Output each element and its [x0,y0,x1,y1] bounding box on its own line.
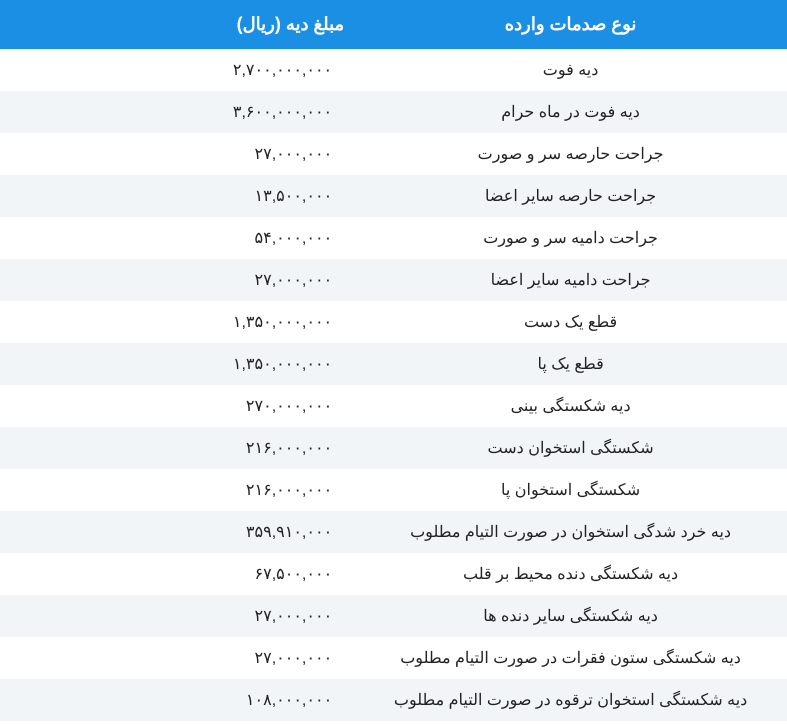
table-row: دیه شکستگی استخوان ترقوه در صورت التیام … [0,679,787,721]
table-row: شکستگی استخوان پا۲۱۶,۰۰۰,۰۰۰ [0,469,787,511]
table-row: قطع یک دست۱,۳۵۰,۰۰۰,۰۰۰ [0,301,787,343]
cell-injury-type: قطع یک دست [354,301,787,343]
cell-amount: ۳,۶۰۰,۰۰۰,۰۰۰ [0,91,354,133]
cell-injury-type: دیه شکستگی بینی [354,385,787,427]
table-row: دیه شکستگی ستون فقرات در صورت التیام مطل… [0,637,787,679]
cell-injury-type: قطع یک پا [354,343,787,385]
cell-injury-type: دیه شکستگی استخوان ترقوه در صورت التیام … [354,679,787,721]
cell-injury-type: دیه فوت در ماه حرام [354,91,787,133]
cell-amount: ۲۷,۰۰۰,۰۰۰ [0,595,354,637]
table-row: دیه شکستگی بینی۲۷۰,۰۰۰,۰۰۰ [0,385,787,427]
table-row: جراحت حارصه سایر اعضا۱۳,۵۰۰,۰۰۰ [0,175,787,217]
table-row: دیه خرد شدگی استخوان در صورت التیام مطلو… [0,511,787,553]
table-header-row: نوع صدمات وارده مبلغ دیه (ریال) [0,0,787,49]
cell-amount: ۶۷,۵۰۰,۰۰۰ [0,553,354,595]
cell-amount: ۲۷,۰۰۰,۰۰۰ [0,133,354,175]
cell-injury-type: دیه شکستگی ستون فقرات در صورت التیام مطل… [354,637,787,679]
cell-injury-type: جراحت حارصه سایر اعضا [354,175,787,217]
cell-injury-type: شکستگی استخوان پا [354,469,787,511]
cell-injury-type: دیه شکستگی دنده محیط بر قلب [354,553,787,595]
cell-amount: ۲۱۶,۰۰۰,۰۰۰ [0,427,354,469]
cell-amount: ۲۷,۰۰۰,۰۰۰ [0,259,354,301]
table-row: دیه شکستگی دنده محیط بر قلب۶۷,۵۰۰,۰۰۰ [0,553,787,595]
cell-amount: ۱۰۸,۰۰۰,۰۰۰ [0,679,354,721]
cell-amount: ۲۷۰,۰۰۰,۰۰۰ [0,385,354,427]
cell-injury-type: شکستگی استخوان دست [354,427,787,469]
cell-amount: ۳۵۹,۹۱۰,۰۰۰ [0,511,354,553]
table-row: جراحت دامیه سایر اعضا۲۷,۰۰۰,۰۰۰ [0,259,787,301]
cell-amount: ۱۳,۵۰۰,۰۰۰ [0,175,354,217]
cell-injury-type: جراحت دامیه سر و صورت [354,217,787,259]
cell-injury-type: دیه فوت [354,49,787,91]
cell-amount: ۱,۳۵۰,۰۰۰,۰۰۰ [0,343,354,385]
cell-injury-type: دیه شکستگی سایر دنده ها [354,595,787,637]
header-injury-type: نوع صدمات وارده [354,0,787,49]
table-row: دیه فوت در ماه حرام۳,۶۰۰,۰۰۰,۰۰۰ [0,91,787,133]
cell-amount: ۲,۷۰۰,۰۰۰,۰۰۰ [0,49,354,91]
cell-injury-type: دیه خرد شدگی استخوان در صورت التیام مطلو… [354,511,787,553]
table-row: دیه فوت۲,۷۰۰,۰۰۰,۰۰۰ [0,49,787,91]
cell-amount: ۱,۳۵۰,۰۰۰,۰۰۰ [0,301,354,343]
table-row: جراحت دامیه سر و صورت۵۴,۰۰۰,۰۰۰ [0,217,787,259]
cell-amount: ۵۴,۰۰۰,۰۰۰ [0,217,354,259]
cell-amount: ۲۷,۰۰۰,۰۰۰ [0,637,354,679]
cell-injury-type: جراحت حارصه سر و صورت [354,133,787,175]
diyeh-table: نوع صدمات وارده مبلغ دیه (ریال) دیه فوت۲… [0,0,787,721]
table-row: قطع یک پا۱,۳۵۰,۰۰۰,۰۰۰ [0,343,787,385]
cell-injury-type: جراحت دامیه سایر اعضا [354,259,787,301]
header-amount: مبلغ دیه (ریال) [0,0,354,49]
table-row: دیه شکستگی سایر دنده ها۲۷,۰۰۰,۰۰۰ [0,595,787,637]
table-row: جراحت حارصه سر و صورت۲۷,۰۰۰,۰۰۰ [0,133,787,175]
table-row: شکستگی استخوان دست۲۱۶,۰۰۰,۰۰۰ [0,427,787,469]
cell-amount: ۲۱۶,۰۰۰,۰۰۰ [0,469,354,511]
